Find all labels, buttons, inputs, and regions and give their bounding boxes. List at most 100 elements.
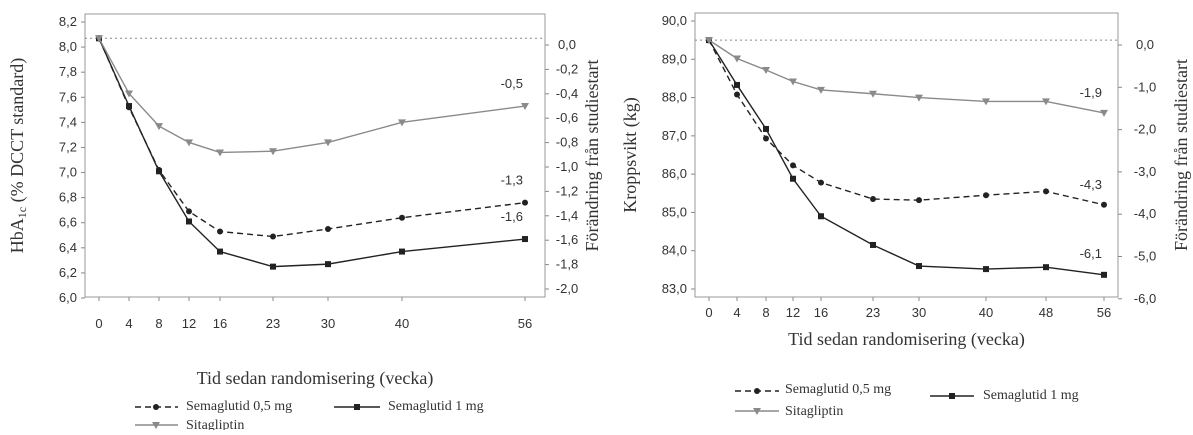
x-tick-label: 23	[866, 305, 880, 320]
legend-label: Semaglutid 1 mg	[388, 399, 484, 414]
legend-label: Semaglutid 0,5 mg	[186, 399, 292, 414]
data-point	[522, 199, 528, 206]
y-right-tick-label: 0,0	[1136, 37, 1154, 52]
y-tick-label: 6,8	[59, 190, 77, 205]
x-tick-label: 40	[395, 316, 409, 331]
y-right-tick-label: -2,0	[1134, 122, 1156, 137]
y-tick-label: 87,0	[662, 128, 687, 143]
data-point	[983, 192, 989, 199]
legend-marker	[753, 408, 761, 415]
data-point	[916, 263, 922, 270]
y-tick-label: 7,6	[59, 89, 77, 104]
y-tick-label: 7,4	[59, 114, 77, 129]
y-tick-label: 6,2	[59, 265, 77, 280]
y-tick-label: 90,0	[662, 13, 687, 28]
legend: Semaglutid 0,5 mg Semaglutid 1 mg Sitaglip…	[735, 382, 1079, 419]
data-point	[156, 168, 162, 175]
data-point	[1043, 188, 1049, 195]
plot-frame	[84, 13, 546, 298]
y-right-tick-label: -0,8	[556, 135, 578, 150]
x-tick-label: 8	[762, 305, 769, 320]
x-tick-label: 4	[733, 305, 740, 320]
x-tick-label: 4	[125, 316, 132, 331]
x-tick-label: 12	[786, 305, 800, 320]
y-tick-label: 8,2	[59, 14, 77, 29]
y-axis-title-subscript: 1c	[15, 207, 29, 218]
data-point	[734, 91, 740, 98]
data-point	[399, 248, 405, 255]
x-tick-label: 23	[266, 316, 280, 331]
series-line-1	[708, 39, 1105, 276]
data-point	[817, 86, 825, 94]
x-axis-title: Tid sedan randomisering (vecka)	[197, 368, 434, 389]
data-point	[186, 218, 192, 225]
y-right-tick-label: -5,0	[1134, 249, 1156, 264]
data-point	[1100, 109, 1108, 117]
y-right-tick-label: -1,0	[556, 159, 578, 174]
y-right-tick-label: -0,6	[556, 110, 578, 125]
y-right-tick-label: -0,4	[556, 86, 578, 101]
y-tick-label: 6,6	[59, 215, 77, 230]
data-point	[216, 149, 224, 157]
series-line-2	[98, 37, 526, 154]
x-tick-label: 30	[321, 316, 335, 331]
x-tick-label: 56	[1097, 305, 1111, 320]
data-point	[126, 103, 132, 110]
y-tick-label: 7,2	[59, 139, 77, 154]
legend: Semaglutid 0,5 mg Semaglutid 1 mg Sitaglip…	[135, 399, 484, 433]
legend-label: Semaglutid 1 mg	[983, 388, 1079, 403]
data-point	[217, 248, 223, 255]
data-point	[217, 228, 223, 235]
y-tick-label: 86,0	[662, 166, 687, 181]
x-tick-label: 30	[912, 305, 926, 320]
data-point	[870, 196, 876, 203]
data-point	[521, 103, 529, 111]
body-weight-chart: 83,0 84,0 85,0 86,0 87,0 88,0 89,0 90,0 0,0 -1,0 -…	[620, 12, 1191, 419]
hba1c-chart: 6,0 6,2 6,4 6,6 6,8 7,0 7,2 7,4 7,6 7,8 8,0 8,2 0,0 -…	[7, 13, 602, 433]
y-tick-label: 84,0	[662, 243, 687, 258]
y-right-tick-label: -3,0	[1134, 164, 1156, 179]
y-right-axis-title: Förändring från studiestart	[582, 60, 602, 252]
y-right-tick-label: -1,4	[556, 208, 578, 223]
data-point	[155, 123, 163, 131]
series-line-0	[98, 38, 526, 238]
y-tick-label: 89,0	[662, 51, 687, 66]
legend-label: Sitagliptin	[186, 418, 244, 430]
legend-marker	[949, 393, 955, 399]
y-axis-title-rest: (% DCCT standard)	[7, 58, 28, 207]
y-axis-title: Kroppsvikt (kg)	[620, 97, 641, 213]
data-point	[763, 125, 769, 132]
end-value-label: -6,1	[1080, 246, 1102, 261]
y-right-tick-label: -1,6	[556, 232, 578, 247]
data-point	[398, 119, 406, 127]
data-point	[762, 67, 770, 75]
x-tick-label: 12	[182, 316, 196, 331]
y-tick-label: 6,4	[59, 240, 77, 255]
data-point	[916, 197, 922, 204]
data-point	[915, 94, 923, 102]
data-point	[983, 266, 989, 273]
data-point	[1042, 98, 1050, 106]
legend-label: Sitagliptin	[785, 404, 843, 419]
y-axis-title-main: HbA	[7, 218, 27, 253]
data-point	[185, 139, 193, 147]
x-tick-label: 48	[1039, 305, 1053, 320]
data-point	[522, 236, 528, 243]
data-point	[790, 175, 796, 182]
x-axis-title: Tid sedan randomisering (vecka)	[788, 329, 1025, 350]
y-axis-title: HbA1c (% DCCT standard)	[7, 58, 29, 253]
data-point	[1043, 264, 1049, 271]
y-right-tick-label: -4,0	[1134, 206, 1156, 221]
data-point	[734, 81, 740, 88]
end-value-label: -1,3	[501, 173, 523, 188]
data-point	[269, 148, 277, 156]
data-point	[763, 135, 769, 142]
data-point	[705, 37, 713, 45]
legend-marker	[354, 404, 360, 410]
y-right-tick-label: -1,8	[556, 257, 578, 272]
data-point	[325, 226, 331, 232]
y-tick-label: 83,0	[662, 281, 687, 296]
series-line-2	[708, 39, 1105, 114]
